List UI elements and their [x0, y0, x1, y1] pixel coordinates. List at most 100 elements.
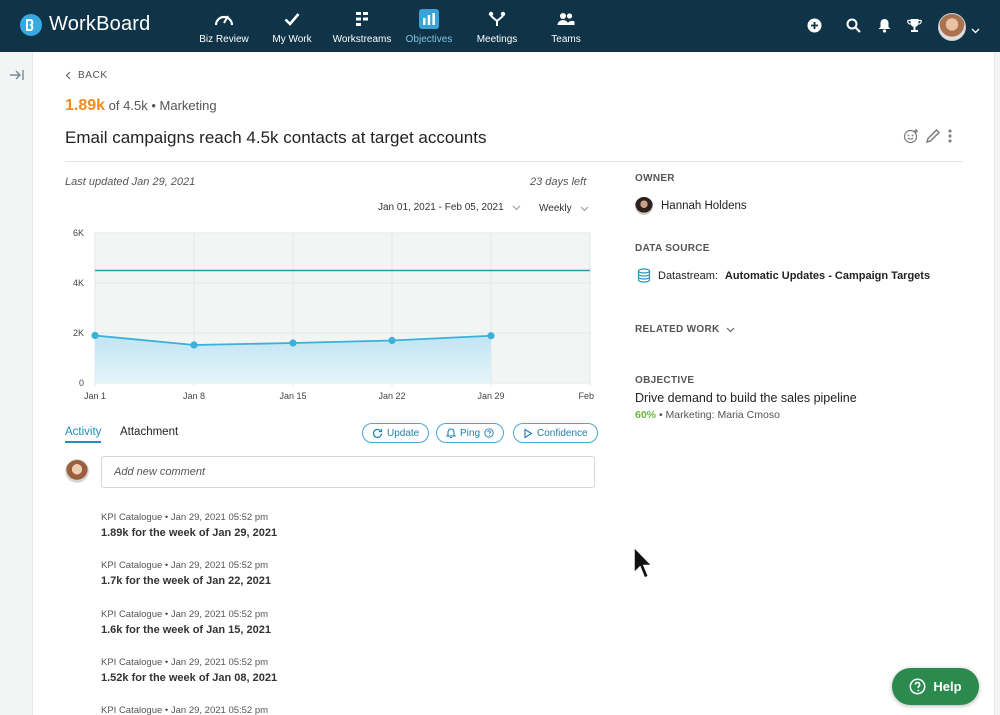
- title-actions: [903, 128, 953, 149]
- tab-attachment[interactable]: Attachment: [120, 426, 179, 438]
- frequency-value: Weekly: [539, 203, 572, 214]
- mouse-cursor-icon: [632, 545, 654, 586]
- last-updated: Last updated Jan 29, 2021: [65, 176, 196, 188]
- back-label: BACK: [78, 70, 108, 81]
- feed-meta: KPI Catalogue • Jan 29, 2021 05:52 pm: [101, 657, 269, 668]
- related-work-toggle[interactable]: RELATED WORK: [635, 324, 735, 335]
- expand-panel-icon[interactable]: [9, 68, 25, 86]
- frequency-select[interactable]: Weekly: [539, 203, 589, 214]
- separator-dot: •: [151, 98, 156, 113]
- play-icon: [524, 428, 533, 438]
- objective-label: OBJECTIVE: [635, 375, 695, 386]
- list-item: KPI Catalogue • Jan 29, 2021 05:52 pm 1.…: [101, 512, 277, 539]
- ping-label: Ping: [460, 427, 481, 439]
- feed-meta: KPI Catalogue • Jan 29, 2021 05:52 pm: [101, 560, 269, 571]
- owner-label: OWNER: [635, 173, 675, 184]
- search-icon[interactable]: [846, 18, 861, 38]
- help-circle-icon: [484, 428, 494, 438]
- user-avatar[interactable]: [938, 13, 966, 41]
- x-tick-label: Jan 15: [279, 391, 306, 401]
- list-item: KPI Catalogue • Jan 29, 2021 05:52 pm 1.…: [101, 560, 271, 587]
- comment-input[interactable]: [101, 456, 595, 488]
- left-rail: [0, 52, 33, 715]
- data-point: [487, 332, 495, 340]
- y-tick-label: 4K: [73, 278, 84, 288]
- y-tick-label: 2K: [73, 328, 84, 338]
- brand[interactable]: WorkBoard: [20, 13, 150, 36]
- x-tick-label: Jan 22: [378, 391, 405, 401]
- date-range-select[interactable]: Jan 01, 2021 - Feb 05, 2021: [378, 202, 521, 213]
- nav-label: My Work: [272, 34, 312, 45]
- bell-icon: [446, 427, 456, 438]
- nav-biz-review[interactable]: Biz Review: [188, 8, 260, 45]
- brand-name: WorkBoard: [49, 13, 151, 35]
- database-icon: [637, 268, 651, 283]
- nav-label: Objectives: [405, 34, 453, 45]
- trophy-icon[interactable]: [907, 18, 922, 38]
- nav-meetings[interactable]: Meetings: [461, 8, 533, 45]
- feed-text: 1.7k for the week of Jan 22, 2021: [101, 575, 271, 587]
- x-tick-label: Jan 8: [183, 391, 205, 401]
- nav-label: Teams: [551, 34, 581, 45]
- nav-workstreams[interactable]: Workstreams: [326, 8, 398, 45]
- data-point: [388, 336, 396, 345]
- confidence-button[interactable]: Confidence: [513, 423, 598, 443]
- nav-label: Meetings: [476, 34, 518, 45]
- avatar: [65, 459, 89, 483]
- refresh-icon: [372, 428, 383, 438]
- tab-activity[interactable]: Activity: [65, 426, 102, 443]
- more-options-icon[interactable]: [947, 128, 953, 149]
- feed-text: 1.89k for the week of Jan 29, 2021: [101, 527, 278, 539]
- feed-meta: KPI Catalogue • Jan 29, 2021 05:52 pm: [101, 705, 269, 715]
- nav-my-work[interactable]: My Work: [256, 8, 328, 45]
- update-label: Update: [387, 427, 420, 439]
- top-nav-bar: WorkBoard Biz Review My Work Workstreams…: [0, 0, 1000, 52]
- workstreams-icon: [326, 8, 398, 30]
- chevron-down-icon[interactable]: [971, 21, 980, 39]
- owner[interactable]: Hannah Holdens: [635, 197, 747, 215]
- help-button[interactable]: Help: [892, 668, 979, 705]
- back-link[interactable]: BACK: [65, 70, 108, 81]
- data-source-prefix: Datastream:: [658, 269, 718, 282]
- y-tick-label: 6K: [73, 228, 84, 238]
- list-item: KPI Catalogue • Jan 29, 2021 05:52 pm: [101, 705, 268, 715]
- chevron-down-icon: [580, 206, 588, 211]
- gauge-icon: [188, 8, 260, 30]
- x-tick-label: Jan 29: [477, 391, 504, 401]
- ping-button[interactable]: Ping: [436, 423, 505, 443]
- nav-teams[interactable]: Teams: [530, 8, 602, 45]
- target-value: of 4.5k: [108, 98, 148, 113]
- x-tick-label: Jan 1: [84, 391, 106, 401]
- page-title: Email campaigns reach 4.5k contacts at t…: [65, 128, 487, 147]
- chevron-down-icon: [726, 327, 734, 332]
- nav-label: Workstreams: [332, 34, 392, 45]
- scrollbar[interactable]: [994, 52, 1000, 715]
- owner-name: Hannah Holdens: [661, 200, 747, 212]
- separator-dot: •: [658, 409, 663, 421]
- current-value: 1.89k: [65, 97, 106, 114]
- update-button[interactable]: Update: [362, 423, 430, 443]
- y-tick-label: 0: [79, 378, 84, 388]
- bell-icon[interactable]: [878, 18, 891, 38]
- team-name: Marketing: [159, 98, 217, 113]
- avatar: [635, 197, 653, 215]
- edit-icon[interactable]: [925, 128, 941, 149]
- objective-progress: 60% • Marketing: Maria Cmoso: [635, 409, 780, 421]
- data-source[interactable]: Datastream: Automatic Updates - Campaign…: [637, 268, 930, 283]
- data-point: [289, 339, 297, 347]
- related-work-label: RELATED WORK: [635, 324, 720, 335]
- objective-title[interactable]: Drive demand to build the sales pipeline: [635, 391, 857, 405]
- nav-objectives[interactable]: Objectives: [393, 8, 465, 45]
- feed-meta: KPI Catalogue • Jan 29, 2021 05:52 pm: [101, 609, 269, 620]
- progress-chart: 0 2K 4K 6K Jan 1 Jan 8 Jan 15 Jan 22 Jan 29 Feb 5: [73, 228, 595, 401]
- feed-text: 1.52k for the week of Jan 08, 2021: [101, 672, 278, 684]
- data-point: [91, 331, 99, 340]
- data-source-name: Automatic Updates - Campaign Targets: [724, 269, 931, 282]
- feed-text: 1.6k for the week of Jan 15, 2021: [101, 624, 271, 636]
- nav-label: Biz Review: [199, 34, 249, 45]
- help-circle-icon: [909, 678, 926, 695]
- workboard-logo-icon: [20, 13, 42, 36]
- data-point: [190, 341, 198, 349]
- add-reaction-icon[interactable]: [903, 128, 919, 149]
- add-icon[interactable]: [807, 18, 822, 38]
